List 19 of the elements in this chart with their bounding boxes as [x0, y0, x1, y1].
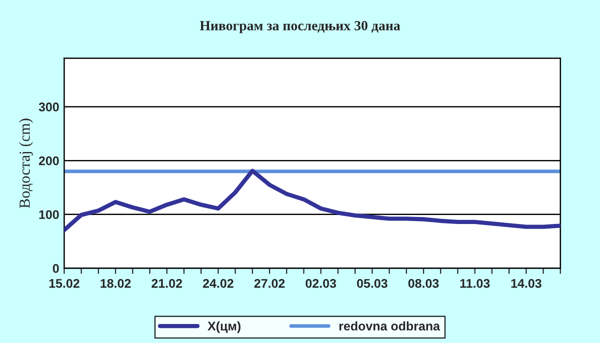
x-tick-label: 21.02 [152, 278, 182, 288]
y-axis-title: Водостај (cm) [19, 118, 33, 208]
x-tick-label: 05.03 [357, 278, 388, 288]
legend-label: redovna odbrana [339, 321, 440, 331]
x-tick-label: 24.02 [202, 278, 234, 288]
y-tick-label: 100 [39, 210, 59, 220]
chart-title: Нивограм за последњих 30 дана [200, 20, 400, 34]
y-tick-label: 200 [38, 156, 59, 166]
x-tick-label: 27.02 [254, 278, 285, 288]
line-series [64, 168, 560, 232]
x-tick-label: 15.02 [49, 278, 80, 288]
y-tick-label: 0 [52, 264, 59, 273]
x-tick-label: 14.03 [511, 278, 542, 288]
x-tick-label: 11.03 [460, 278, 490, 288]
x-tick-label: 18.02 [100, 278, 131, 288]
legend-label: X(цм) [208, 321, 240, 333]
y-tick-label: 300 [38, 102, 59, 112]
x-tick-label: 02.03 [306, 278, 336, 288]
x-tick-label: 08.03 [408, 278, 439, 288]
